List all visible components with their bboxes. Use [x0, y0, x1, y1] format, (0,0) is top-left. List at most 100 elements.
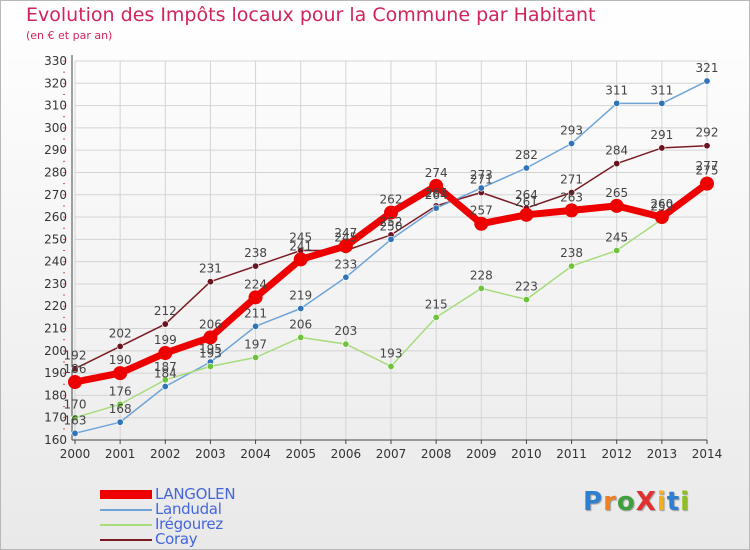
x-tick-label: 2002: [150, 447, 181, 461]
data-point-iregourez: [252, 354, 260, 362]
data-label-landudal: 195: [199, 342, 222, 356]
data-point-iregourez: [613, 247, 621, 255]
logo-letter: r: [603, 487, 617, 517]
data-point-coray: [252, 262, 260, 270]
y-tick-label: 240: [44, 255, 67, 269]
data-label-langolen: 275: [696, 164, 719, 178]
data-label-coray: 265: [425, 186, 448, 200]
data-point-iregourez: [477, 284, 485, 292]
data-label-iregourez: 228: [470, 268, 493, 282]
legend-swatch: [100, 490, 152, 499]
data-point-landudal: [568, 139, 576, 147]
data-labels: 192 202 212 231 238 245 245 252 265 271 264 271 284 2…: [64, 61, 719, 427]
x-tick-label: 2008: [421, 447, 452, 461]
data-point-landudal: [342, 273, 350, 281]
data-label-landudal: 184: [154, 366, 177, 380]
data-label-iregourez: 277: [696, 159, 719, 173]
data-point-langolen: [474, 216, 489, 231]
proxiti-logo: ProXiti: [583, 487, 690, 517]
y-tick-label: 180: [44, 388, 67, 402]
data-label-landudal: 219: [289, 288, 312, 302]
legend-item-iregourez: Irégourez: [100, 517, 235, 532]
data-point-landudal: [522, 164, 530, 172]
legend: LANGOLEN Landudal Irégourez Coray: [100, 485, 236, 548]
x-tick-label: 2009: [466, 447, 497, 461]
data-label-iregourez: 223: [515, 280, 538, 294]
data-point-langolen: [700, 176, 714, 191]
data-point-iregourez: [206, 362, 214, 370]
y-tick-label: 260: [44, 210, 67, 224]
logo-letter: i: [656, 487, 667, 517]
data-label-iregourez: 176: [109, 384, 132, 398]
data-label-coray: 231: [199, 262, 222, 276]
data-label-iregourez: 193: [380, 346, 403, 360]
data-label-langolen: 247: [334, 226, 357, 240]
data-point-iregourez: [71, 414, 79, 422]
data-label-iregourez: 259: [650, 199, 673, 213]
data-label-coray: 252: [380, 215, 403, 229]
y-tick-label: 270: [44, 188, 67, 202]
x-tick-label: 2006: [331, 447, 362, 461]
y-tick-label: 230: [44, 277, 67, 291]
data-point-coray: [568, 189, 576, 197]
data-label-langolen: 265: [605, 186, 628, 200]
data-point-landudal: [71, 429, 79, 437]
data-point-langolen: [384, 205, 398, 220]
x-tick-label: 2000: [60, 447, 91, 461]
x-tick-label: 2011: [556, 447, 587, 461]
data-point-landudal: [658, 99, 666, 107]
data-point-iregourez: [161, 376, 169, 384]
data-label-landudal: 311: [650, 83, 673, 97]
series-layer: [68, 77, 714, 437]
data-label-coray: 284: [605, 144, 628, 158]
data-point-landudal: [161, 382, 169, 390]
data-label-langolen: 260: [650, 197, 673, 211]
data-point-iregourez: [342, 340, 350, 348]
x-tick-label: 2001: [105, 447, 136, 461]
data-point-landudal: [477, 184, 485, 192]
series-langolen: [68, 176, 714, 390]
data-point-coray: [613, 160, 621, 168]
x-tick-label: 2003: [195, 447, 226, 461]
data-label-coray: 271: [470, 173, 493, 187]
data-point-coray: [71, 365, 79, 373]
data-point-iregourez: [522, 296, 530, 304]
x-tick-label: 2004: [240, 447, 271, 461]
data-label-iregourez: 193: [199, 346, 222, 360]
x-tick-label: 2010: [511, 447, 542, 461]
data-label-iregourez: 187: [154, 360, 177, 374]
data-label-coray: 202: [109, 326, 132, 340]
legend-swatch: [100, 508, 152, 511]
data-label-iregourez: 238: [560, 246, 583, 260]
data-label-iregourez: 197: [244, 338, 267, 352]
data-point-coray: [703, 142, 711, 150]
data-point-langolen: [654, 210, 669, 225]
data-point-langolen: [609, 198, 624, 213]
data-label-landudal: 168: [109, 402, 132, 416]
data-label-langolen: 274: [425, 166, 448, 180]
legend-label: Landudal: [155, 500, 222, 518]
data-point-iregourez: [387, 362, 395, 370]
data-point-iregourez: [116, 400, 124, 408]
y-tick-label: 310: [44, 99, 67, 113]
legend-label: Coray: [155, 530, 198, 548]
data-point-landudal: [116, 418, 124, 426]
data-point-langolen: [564, 203, 579, 218]
data-label-langolen: 261: [515, 195, 538, 209]
data-point-langolen: [429, 178, 444, 193]
data-label-coray: 238: [244, 246, 267, 260]
data-label-langolen: 224: [244, 277, 267, 291]
data-label-coray: 245: [334, 231, 357, 245]
y-tick-label: 210: [44, 322, 67, 336]
data-label-coray: 212: [154, 304, 177, 318]
data-label-langolen: 186: [64, 362, 87, 376]
legend-label: LANGOLEN: [155, 485, 236, 503]
logo-letter: i: [680, 487, 691, 517]
data-point-iregourez: [297, 333, 305, 341]
data-point-langolen: [158, 346, 173, 361]
data-point-coray: [161, 320, 169, 328]
data-label-langolen: 206: [199, 317, 222, 331]
logo-letter: X: [635, 487, 657, 517]
data-point-langolen: [338, 239, 353, 254]
